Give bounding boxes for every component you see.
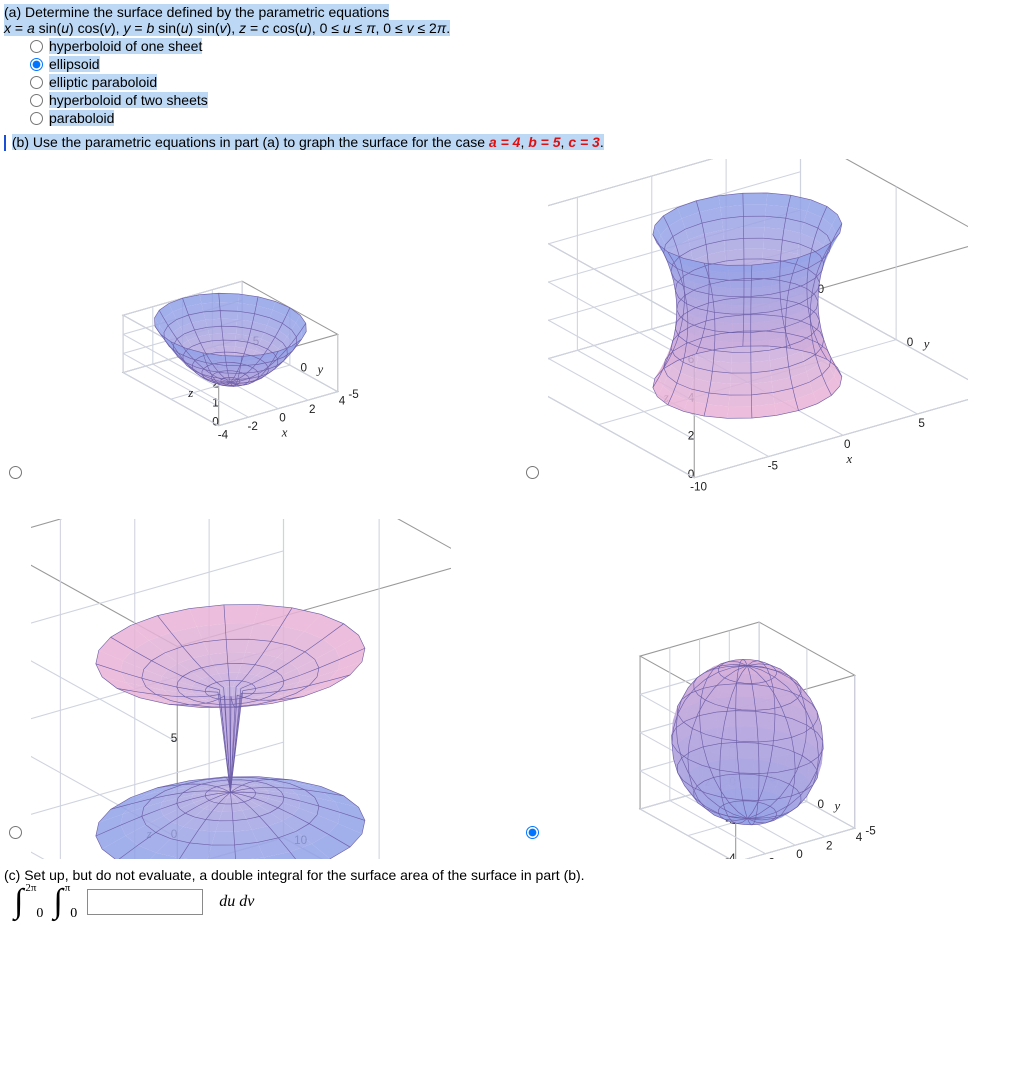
svg-text:2: 2: [309, 403, 316, 416]
plots-grid: 0123-4-2024-505zxy02468-10-50510-10010zx…: [4, 159, 1018, 859]
plot-cell: 0123-4-2024-505zxy: [4, 159, 501, 499]
integrand-input[interactable]: [87, 889, 203, 915]
svg-text:5: 5: [918, 417, 925, 430]
option-row: hyperboloid of two sheets: [30, 92, 1018, 108]
text-cursor: [4, 135, 6, 151]
outer-lower: 0: [36, 906, 43, 922]
part-b: (b) Use the parametric equations in part…: [4, 134, 1018, 859]
option-label: elliptic paraboloid: [49, 74, 157, 90]
svg-text:-2: -2: [247, 420, 257, 433]
option-radio[interactable]: [30, 94, 43, 107]
inner-lower: 0: [70, 906, 77, 922]
option-row: ellipsoid: [30, 56, 1018, 72]
svg-text:x: x: [281, 426, 288, 440]
plot-elliptic-paraboloid: 0123-4-2024-505zxy: [31, 159, 451, 499]
svg-text:0: 0: [301, 362, 308, 375]
option-label: ellipsoid: [49, 56, 100, 72]
plot-hyperboloid-two: -10-505-50510-10010zxy: [31, 519, 451, 859]
plot-ellipsoid: -4-202-2024-505zxy: [548, 519, 968, 859]
svg-text:4: 4: [339, 395, 346, 408]
option-radio[interactable]: [30, 40, 43, 53]
inner-upper: π: [65, 882, 71, 894]
part-c-prompt: (c) Set up, but do not evaluate, a doubl…: [4, 867, 1018, 883]
svg-text:2: 2: [688, 430, 695, 443]
svg-text:-4: -4: [218, 429, 229, 442]
part-a: (a) Determine the surface defined by the…: [4, 4, 1018, 126]
part-c: (c) Set up, but do not evaluate, a doubl…: [4, 867, 1018, 919]
option-radio[interactable]: [30, 76, 43, 89]
svg-text:x: x: [846, 452, 853, 466]
svg-text:-4: -4: [725, 852, 736, 859]
plot-cell: -10-505-50510-10010zxy: [4, 519, 501, 859]
svg-text:0: 0: [796, 848, 803, 859]
option-label: hyperboloid of two sheets: [49, 92, 208, 108]
plot-hyperboloid-one: 02468-10-50510-10010zxy: [548, 159, 968, 499]
svg-text:2: 2: [826, 840, 833, 853]
svg-text:-10: -10: [690, 481, 707, 494]
svg-text:-5: -5: [348, 388, 358, 401]
part-a-equation: x = a sin(u) cos(v), y = b sin(u) sin(v)…: [4, 20, 450, 36]
svg-text:-5: -5: [865, 825, 875, 838]
plot-cell: -4-202-2024-505zxy: [521, 519, 1018, 859]
svg-text:-2: -2: [764, 857, 774, 860]
svg-text:z: z: [187, 386, 193, 400]
integral-expression: ∫ 2π 0 ∫ π 0 du dv: [14, 885, 1018, 919]
svg-text:y: y: [922, 337, 930, 351]
val-a: a = 4: [489, 134, 521, 150]
val-c: c = 3: [568, 134, 600, 150]
svg-text:0: 0: [279, 412, 286, 425]
option-label: hyperboloid of one sheet: [49, 38, 202, 54]
option-radio[interactable]: [30, 112, 43, 125]
part-b-prompt: (b) Use the parametric equations in part…: [12, 134, 604, 150]
svg-text:5: 5: [171, 732, 178, 745]
svg-text:y: y: [833, 799, 841, 813]
outer-upper: 2π: [25, 882, 36, 894]
svg-text:y: y: [316, 363, 324, 377]
plot-radio[interactable]: [9, 466, 22, 479]
differentials: du dv: [219, 893, 254, 911]
svg-text:-5: -5: [768, 460, 778, 473]
part-a-prompt: (a) Determine the surface defined by the…: [4, 4, 389, 20]
plot-radio[interactable]: [526, 466, 539, 479]
svg-text:4: 4: [856, 831, 863, 844]
option-radio[interactable]: [30, 58, 43, 71]
option-row: elliptic paraboloid: [30, 74, 1018, 90]
integral-icon: ∫: [53, 885, 62, 919]
val-b: b = 5: [528, 134, 560, 150]
option-list: hyperboloid of one sheet ellipsoid ellipti…: [30, 38, 1018, 126]
option-row: hyperboloid of one sheet: [30, 38, 1018, 54]
integral-icon: ∫: [14, 885, 23, 919]
plot-radio[interactable]: [526, 826, 539, 839]
plot-radio[interactable]: [9, 826, 22, 839]
option-row: paraboloid: [30, 110, 1018, 126]
svg-text:0: 0: [844, 438, 851, 451]
svg-text:0: 0: [818, 798, 825, 811]
plot-cell: 02468-10-50510-10010zxy: [521, 159, 1018, 499]
option-label: paraboloid: [49, 110, 114, 126]
svg-text:0: 0: [907, 336, 914, 349]
